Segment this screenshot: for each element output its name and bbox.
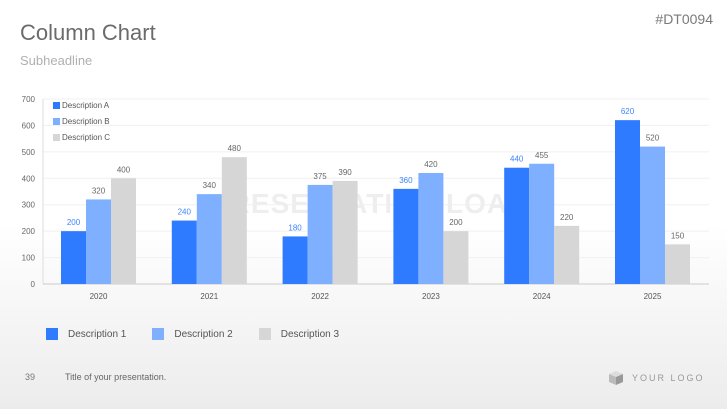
data-label: 360 <box>399 176 413 185</box>
data-label: 180 <box>288 223 302 232</box>
bottom-legend: Description 1 Description 2 Description … <box>46 328 339 340</box>
y-tick-label: 600 <box>22 121 36 130</box>
legend-swatch <box>53 102 60 109</box>
legend-swatch <box>53 134 60 141</box>
legend-label: Description 2 <box>174 328 233 340</box>
legend-swatch <box>46 328 58 340</box>
x-tick-label: 2020 <box>90 292 108 301</box>
y-tick-label: 200 <box>22 227 36 236</box>
x-tick-label: 2022 <box>311 292 329 301</box>
legend-item-1: Description 1 <box>46 328 126 340</box>
data-label: 480 <box>228 144 242 153</box>
y-tick-label: 700 <box>22 95 36 104</box>
data-label: 375 <box>313 172 327 181</box>
bar-description-b <box>529 163 555 284</box>
legend-swatch <box>152 328 165 340</box>
legend-label: Description A <box>62 101 110 110</box>
legend-swatch <box>53 118 60 125</box>
legend-label: Description 3 <box>280 328 340 340</box>
bar-description-b <box>196 194 222 284</box>
legend-label: Description 1 <box>68 328 127 340</box>
bar-description-c <box>221 157 247 284</box>
bar-description-a <box>615 120 640 284</box>
bar-description-c <box>332 180 358 284</box>
x-tick-label: 2021 <box>200 292 218 301</box>
bar-description-b <box>86 199 111 284</box>
legend-swatch <box>258 328 271 340</box>
legend-label: Description B <box>62 117 110 126</box>
legend-label: Description C <box>62 133 110 142</box>
slide-subheadline: Subheadline <box>20 53 93 68</box>
y-tick-label: 100 <box>22 254 36 263</box>
logo: YOUR LOGO <box>608 370 705 386</box>
x-tick-label: 2024 <box>533 292 551 301</box>
data-label: 620 <box>621 107 635 116</box>
data-label: 400 <box>117 165 131 174</box>
legend-item-3: Description 3 <box>258 328 340 340</box>
page-number: 39 <box>25 372 36 382</box>
x-tick-label: 2023 <box>422 292 440 301</box>
column-chart: 0 100 200 300 400 500 600 700 2020 200 320 400 2021 2… <box>22 95 709 301</box>
y-tick-label: 400 <box>22 174 36 183</box>
data-label: 240 <box>178 208 192 217</box>
bar-description-b <box>640 146 665 284</box>
data-label: 200 <box>67 218 81 227</box>
data-label: 340 <box>203 181 217 190</box>
logo-cube-icon <box>609 371 623 385</box>
logo-text: YOUR LOGO <box>632 373 705 383</box>
data-label: 520 <box>646 134 660 143</box>
legend-item-2: Description 2 <box>152 328 233 340</box>
bar-description-c <box>554 225 580 284</box>
slide-title: Column Chart <box>20 20 156 45</box>
data-label: 455 <box>535 151 549 160</box>
bar-description-b <box>418 173 444 284</box>
bar-description-a <box>171 220 197 284</box>
y-tick-label: 0 <box>31 280 36 289</box>
bar-description-a <box>282 236 308 284</box>
data-label: 220 <box>560 213 574 222</box>
bar-description-c <box>443 231 469 284</box>
data-label: 150 <box>671 231 685 240</box>
data-label: 440 <box>510 155 524 164</box>
footer-title: Title of your presentation. <box>65 372 167 382</box>
data-label: 420 <box>424 160 438 169</box>
data-label: 390 <box>338 168 352 177</box>
data-label: 200 <box>449 218 463 227</box>
bar-description-c <box>665 244 690 284</box>
watermark: PRESENTATION LOAD <box>210 188 530 219</box>
slide-code: #DT0094 <box>655 11 713 27</box>
bar-description-a <box>393 188 419 284</box>
x-tick-label: 2025 <box>644 292 662 301</box>
y-tick-label: 300 <box>22 201 36 210</box>
bar-description-c <box>111 178 136 284</box>
bar-description-a <box>61 231 86 284</box>
data-label: 320 <box>92 186 106 195</box>
y-tick-label: 500 <box>22 148 36 157</box>
bar-description-a <box>504 167 530 284</box>
bar-description-b <box>307 184 333 284</box>
